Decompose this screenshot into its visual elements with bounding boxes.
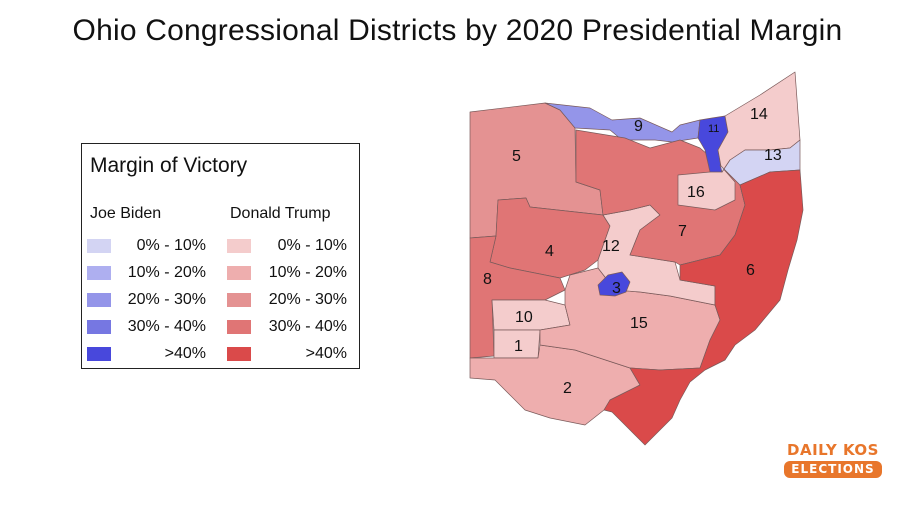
legend-trump-range-3: 30% - 40% [268, 318, 347, 335]
legend-biden-swatch-1 [87, 266, 111, 280]
brand-line-1: DAILY KOS [787, 441, 879, 459]
legend-trump-header: Donald Trump [230, 205, 331, 222]
legend-biden-swatch-2 [87, 293, 111, 307]
legend-biden-range-4: >40% [164, 345, 206, 362]
district-13 [719, 139, 801, 186]
legend-trump-range-2: 20% - 30% [268, 291, 347, 308]
legend-trump-range-1: 10% - 20% [268, 264, 347, 281]
legend-trump-range-0: 0% - 10% [277, 237, 347, 254]
district-label-12: 12 [602, 238, 620, 255]
district-3 [597, 271, 631, 297]
legend-title: Margin of Victory [90, 154, 248, 177]
daily-kos-elections-logo: DAILY KOS ELECTIONS [784, 441, 882, 478]
district-label-7: 7 [678, 223, 687, 240]
legend-trump-swatch-4 [227, 347, 251, 361]
legend-biden-range-2: 20% - 30% [127, 291, 206, 308]
legend-biden-swatch-0 [87, 239, 111, 253]
district-label-13: 13 [764, 147, 782, 164]
district-label-15: 15 [630, 315, 648, 332]
district-label-4: 4 [545, 243, 554, 260]
district-label-2: 2 [563, 380, 572, 397]
legend-trump-range-4: >40% [305, 345, 347, 362]
district-label-11: 11 [708, 123, 719, 135]
legend: Margin of Victory Joe Biden Donald Trump… [81, 143, 360, 369]
district-label-14: 14 [750, 106, 768, 123]
legend-trump-swatch-1 [227, 266, 251, 280]
district-label-10: 10 [515, 309, 533, 326]
legend-trump-swatch-2 [227, 293, 251, 307]
district-label-9: 9 [634, 118, 643, 135]
legend-biden-swatch-4 [87, 347, 111, 361]
legend-biden-range-1: 10% - 20% [127, 264, 206, 281]
district-6 [603, 169, 804, 446]
map-title: Ohio Congressional Districts by 2020 Pre… [72, 14, 843, 47]
district-labels: 5 9 14 13 11 16 7 12 4 6 8 3 10 15 1 2 [483, 106, 782, 397]
legend-biden-range-0: 0% - 10% [136, 237, 206, 254]
legend-trump-swatch-0 [227, 239, 251, 253]
brand-line-2: ELECTIONS [784, 461, 882, 478]
legend-biden-swatch-3 [87, 320, 111, 334]
district-label-5: 5 [512, 148, 521, 165]
district-label-8: 8 [483, 271, 492, 288]
legend-trump-swatch-3 [227, 320, 251, 334]
district-label-6: 6 [746, 262, 755, 279]
legend-biden-header: Joe Biden [90, 205, 162, 222]
legend-biden-range-3: 30% - 40% [127, 318, 206, 335]
district-label-3: 3 [612, 280, 621, 297]
district-label-16: 16 [687, 184, 705, 201]
district-label-1: 1 [514, 338, 523, 355]
